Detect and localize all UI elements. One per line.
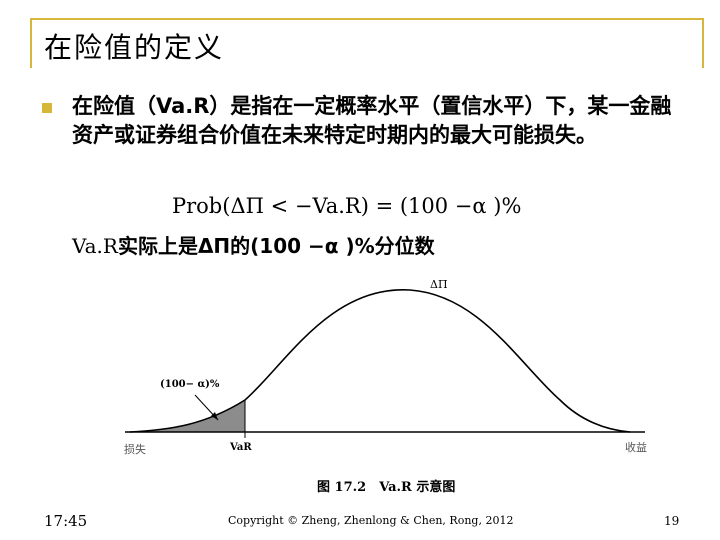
area-label: (100− α)% xyxy=(160,379,220,390)
left-axis-label: 损失 xyxy=(124,442,146,456)
var-distribution-figure: ΔΠ (100− α)% 损失 收益 VaR 图 17.2 Va.R 示意图 xyxy=(124,278,647,495)
peak-label: ΔΠ xyxy=(430,278,448,291)
tail-area xyxy=(130,400,245,432)
var-quantile-line: Va.R实际上是ΔΠ的(100 −α )%分位数 xyxy=(72,230,435,259)
figure-caption: 图 17.2 Va.R 示意图 xyxy=(317,479,455,495)
slide-title: 在险值的定义 xyxy=(44,31,225,64)
footer-page-number: 19 xyxy=(664,514,680,528)
right-axis-label: 收益 xyxy=(625,440,647,454)
var-line-suffix: 分位数 xyxy=(374,234,435,258)
bullet-marker xyxy=(42,103,52,113)
probability-formula: Prob(ΔΠ < −Va.R) = (100 −α )% xyxy=(172,194,522,218)
title-frame-left xyxy=(30,18,32,68)
area-arrow-head xyxy=(211,412,218,420)
title-frame-right xyxy=(702,18,704,68)
footer-copyright: Copyright © Zheng, Zhenlong & Chen, Rong… xyxy=(228,514,514,527)
footer-time: 17:45 xyxy=(44,512,88,530)
var-label: VaR xyxy=(229,442,252,453)
var-line-mid: 实际上是ΔΠ的(100 −α )% xyxy=(117,234,375,258)
var-line-prefix: Va.R xyxy=(72,234,118,258)
title-frame-top xyxy=(30,18,704,20)
definition-text: 在险值（Va.R）是指在一定概率水平（置信水平）下，某一金融资产或证券组合价值在… xyxy=(72,94,672,147)
distribution-curve xyxy=(129,289,631,433)
